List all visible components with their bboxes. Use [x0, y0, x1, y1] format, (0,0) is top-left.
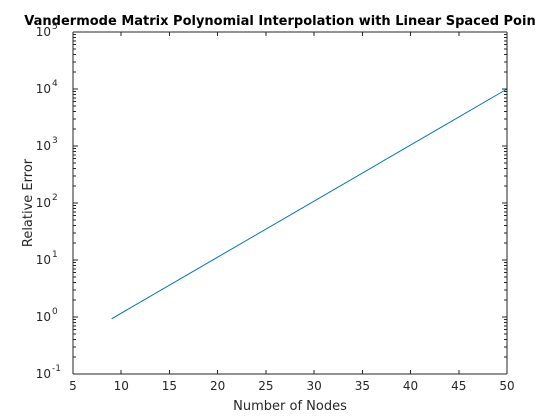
y-tick-exponent: 3 [52, 136, 58, 146]
x-tick-label: 15 [162, 379, 177, 393]
y-tick-label: 10 [36, 367, 51, 381]
x-tick-label: 35 [355, 379, 370, 393]
y-tick-base: 10 [36, 82, 51, 96]
y-tick-label: 10 [36, 196, 51, 210]
y-tick-label: 10 [36, 253, 51, 267]
y-tick-exponent: 4 [52, 79, 58, 89]
y-tick-exponent: 2 [52, 193, 58, 203]
y-tick-base: 10 [36, 196, 51, 210]
y-tick-base: 10 [36, 253, 51, 267]
x-tick-label: 10 [114, 379, 129, 393]
x-tick-label: 40 [403, 379, 418, 393]
x-ticks: 5 10 15 20 25 30 35 40 45 50 [69, 32, 515, 393]
y-tick-label: 10 [36, 25, 51, 39]
series-line-1 [111, 88, 508, 320]
y-tick-exponent: -1 [52, 364, 61, 374]
y-tick-label: 10 [36, 139, 51, 153]
y-tick-exponent: 1 [52, 250, 58, 260]
y-tick-base: 10 [36, 367, 51, 381]
x-tick-label: 50 [499, 379, 514, 393]
plot-area [73, 32, 507, 374]
y-tick-exponent: 5 [52, 22, 58, 32]
y-tick-base: 10 [36, 139, 51, 153]
chart-title: Vandermode Matrix Polynomial Interpolati… [24, 14, 535, 29]
x-tick-label: 30 [306, 379, 321, 393]
y-tick-base: 10 [36, 310, 51, 324]
x-tick-label: 45 [451, 379, 466, 393]
y-tick-label: 10 [36, 310, 51, 324]
y-axis-label: Relative Error [21, 158, 36, 247]
x-tick-label: 5 [69, 379, 77, 393]
series-layer [111, 88, 508, 320]
x-tick-label: 20 [210, 379, 225, 393]
y-tick-exponent: 0 [52, 307, 58, 317]
x-tick-label: 25 [258, 379, 273, 393]
y-tick-label: 10 [36, 82, 51, 96]
x-axis-label: Number of Nodes [233, 399, 347, 414]
y-tick-base: 10 [36, 25, 51, 39]
